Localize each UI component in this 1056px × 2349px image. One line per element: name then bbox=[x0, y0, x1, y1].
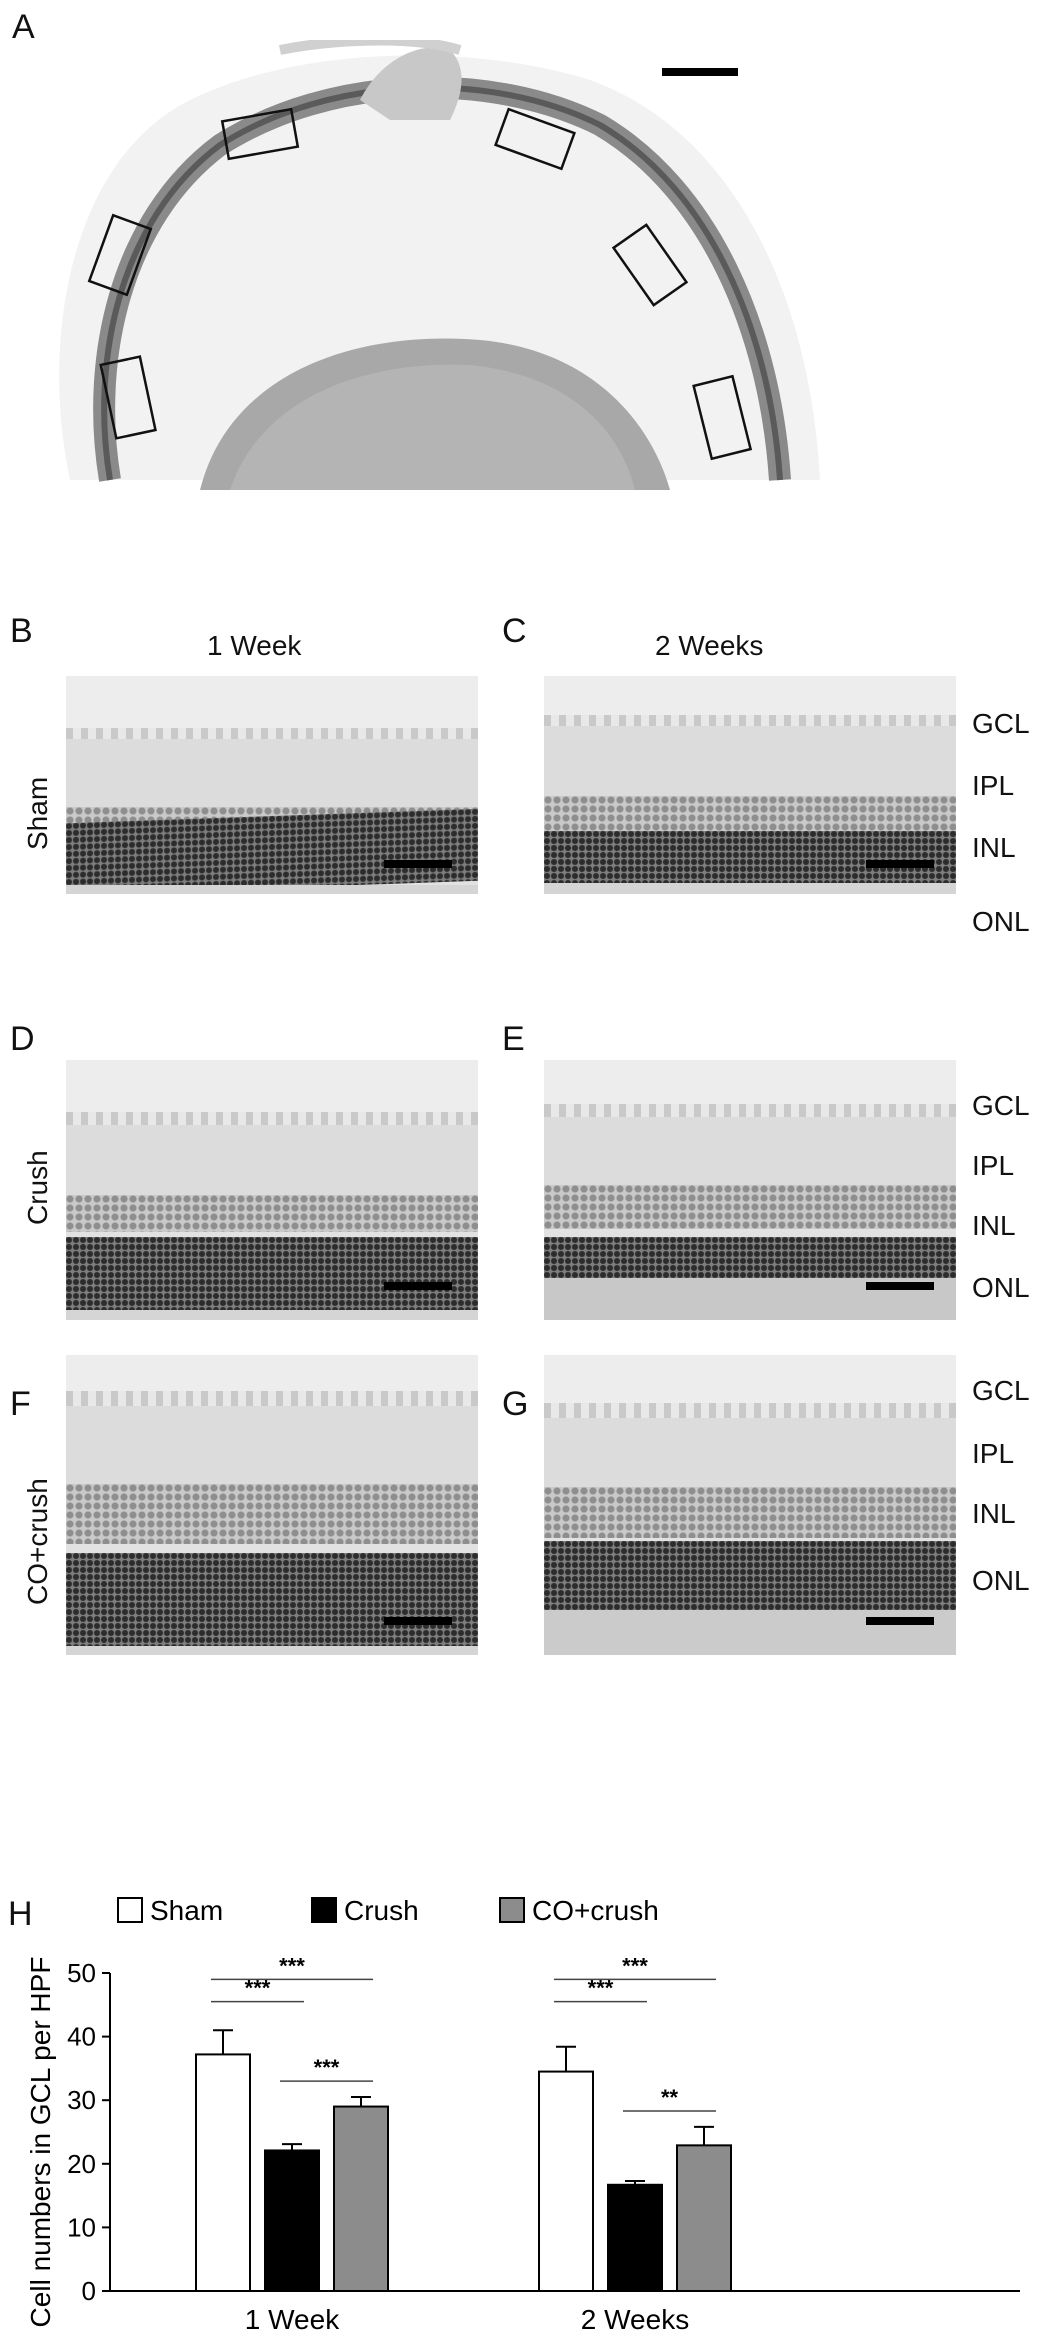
scale-bar bbox=[866, 860, 934, 868]
y-tick-label: 50 bbox=[67, 1958, 96, 1988]
scale-bar bbox=[866, 1617, 934, 1625]
layer-label-inl: INL bbox=[972, 1210, 1016, 1241]
legend-label: CO+crush bbox=[532, 1895, 659, 1926]
layer-label-onl: ONL bbox=[972, 1272, 1030, 1303]
significance-label: *** bbox=[314, 2055, 340, 2080]
legend-swatch-crush bbox=[311, 1897, 337, 1923]
bar-sham bbox=[538, 2070, 594, 2292]
panel-label-h: H bbox=[8, 1895, 33, 1933]
layer-label-ipl: IPL bbox=[972, 1150, 1015, 1181]
y-tick-label: 20 bbox=[67, 2149, 96, 2179]
micrograph-d-crush-1-week bbox=[66, 1060, 478, 1320]
layer-label-gcl: GCL bbox=[972, 1375, 1030, 1406]
layer-label-onl: ONL bbox=[972, 906, 1030, 937]
y-tick-label: 10 bbox=[67, 2212, 96, 2242]
significance-label: *** bbox=[622, 1953, 648, 1978]
x-tick-label: 1 Week bbox=[245, 2304, 340, 2335]
panel-label-d: D bbox=[10, 1020, 35, 1058]
bar-sham bbox=[195, 2053, 251, 2292]
layer-label-ipl: IPL bbox=[972, 1438, 1015, 1469]
legend-label: Sham bbox=[150, 1895, 223, 1926]
panel-label-g: G bbox=[502, 1385, 529, 1423]
scale-bar bbox=[866, 1282, 934, 1290]
significance-label: ** bbox=[661, 2085, 679, 2110]
layer-label-gcl: GCL bbox=[972, 1090, 1030, 1121]
scale-bar bbox=[384, 1617, 452, 1625]
layer-label-onl: ONL bbox=[972, 1565, 1030, 1596]
row-label-sham: Sham bbox=[22, 776, 53, 850]
y-tick-label: 40 bbox=[67, 2022, 96, 2052]
legend-swatch-co-crush bbox=[499, 1897, 525, 1923]
bar-crush bbox=[607, 2183, 663, 2292]
significance-label: *** bbox=[279, 1953, 305, 1978]
scale-bar bbox=[384, 860, 452, 868]
bar-co-crush bbox=[333, 2105, 389, 2292]
bar-crush bbox=[264, 2149, 320, 2292]
y-tick-label: 30 bbox=[67, 2085, 96, 2115]
micrograph-e-crush-2-weeks bbox=[544, 1060, 956, 1320]
y-axis-label: Cell numbers in GCL per HPF bbox=[25, 1957, 56, 2328]
layer-label-inl: INL bbox=[972, 1498, 1016, 1529]
column-title-1-week: 1 Week bbox=[207, 630, 302, 661]
panel-label-e: E bbox=[502, 1020, 525, 1058]
panel-label-b: B bbox=[10, 612, 33, 650]
row-label-co-crush: CO+crush bbox=[22, 1478, 53, 1605]
micrograph-b-sham-1-week bbox=[66, 676, 478, 894]
legend-swatch-sham bbox=[117, 1897, 143, 1923]
column-title-2-weeks: 2 Weeks bbox=[655, 630, 764, 661]
row-label-crush: Crush bbox=[22, 1150, 53, 1225]
panel-label-c: C bbox=[502, 612, 527, 650]
micrograph-f-co-crush-1-week bbox=[66, 1355, 478, 1655]
layer-label-inl: INL bbox=[972, 832, 1016, 863]
layer-label-ipl: IPL bbox=[972, 770, 1015, 801]
y-tick-label: 0 bbox=[82, 2276, 96, 2306]
bar-chart: 0 10 20 30 40 50 Cell numbers in GCL per HPF 1 … bbox=[25, 1895, 1020, 2335]
layer-label-gcl: GCL bbox=[972, 708, 1030, 739]
scale-bar bbox=[384, 1282, 452, 1290]
legend-label: Crush bbox=[344, 1895, 419, 1926]
panel-label-f: F bbox=[10, 1385, 31, 1423]
bar-co-crush bbox=[676, 2144, 732, 2292]
micrograph-c-sham-2-weeks bbox=[544, 676, 956, 894]
x-tick-label: 2 Weeks bbox=[581, 2304, 689, 2335]
eye-section-image bbox=[59, 40, 820, 490]
panel-label-a: A bbox=[12, 8, 35, 46]
micrograph-g-co-crush-2-weeks bbox=[544, 1355, 956, 1655]
